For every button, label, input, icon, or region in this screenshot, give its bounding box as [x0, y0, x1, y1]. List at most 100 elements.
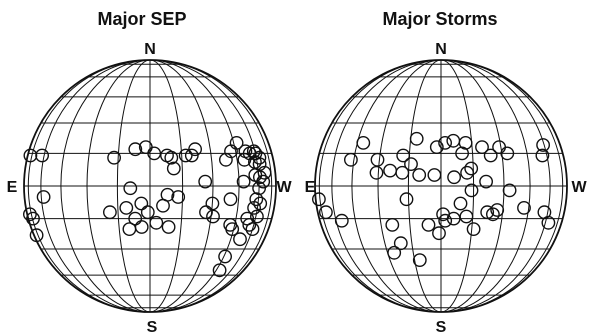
data-point: [399, 192, 414, 207]
data-point: [237, 152, 252, 167]
longitude-line: [440, 59, 551, 313]
data-point: [122, 222, 137, 237]
data-point: [502, 183, 517, 198]
data-point: [464, 183, 479, 198]
longitude-line: [331, 59, 442, 313]
data-point: [252, 150, 267, 165]
chart-title: Major Storms: [382, 9, 497, 29]
data-point: [483, 148, 498, 163]
data-point: [256, 174, 271, 189]
data-point: [395, 165, 410, 180]
data-point: [480, 205, 495, 220]
data-point: [500, 146, 515, 161]
data-point: [164, 150, 179, 165]
data-point: [490, 203, 505, 217]
data-point: [458, 135, 473, 150]
data-point: [149, 215, 164, 230]
north-label: N: [435, 41, 447, 58]
longitude-line: [86, 59, 151, 313]
data-point: [492, 140, 506, 155]
data-point: [218, 249, 233, 264]
data-point: [409, 131, 424, 146]
longitude-line: [407, 59, 442, 313]
data-point: [103, 205, 117, 220]
data-point: [123, 181, 138, 196]
panel-major-storms: Major Storms N S E W: [305, 9, 588, 335]
data-point: [229, 135, 244, 150]
data-point: [412, 168, 427, 182]
west-label: W: [571, 179, 587, 196]
data-point: [23, 148, 38, 163]
data-point: [178, 148, 193, 163]
data-point: [128, 142, 143, 157]
data-point: [311, 192, 326, 207]
data-point: [35, 148, 49, 163]
coordinate-grid: [314, 59, 568, 313]
south-label: S: [147, 319, 158, 335]
data-point: [432, 226, 446, 241]
longitude-line: [377, 59, 442, 313]
data-point: [233, 232, 247, 247]
data-point: [485, 207, 500, 222]
longitude-line: [440, 59, 564, 313]
data-point: [517, 200, 531, 215]
data-point: [26, 211, 40, 226]
data-point: [318, 205, 333, 220]
data-point: [147, 146, 162, 161]
coordinate-grid: [23, 59, 277, 313]
longitude-line: [40, 59, 151, 313]
data-point: [161, 220, 176, 234]
data-point: [369, 165, 384, 180]
longitude-line: [440, 59, 505, 313]
data-point: [466, 222, 481, 237]
longitude-line: [351, 59, 442, 313]
west-label: W: [276, 179, 292, 196]
data-point: [541, 215, 556, 230]
data-point: [393, 236, 408, 251]
data-point: [29, 228, 44, 243]
data-point: [199, 205, 213, 220]
data-point: [447, 170, 461, 185]
data-point: [370, 152, 385, 167]
data-point: [119, 200, 134, 215]
data-point: [206, 209, 220, 224]
data-point: [536, 138, 550, 152]
data-point: [223, 192, 238, 207]
longitude-line: [116, 59, 151, 313]
south-label: S: [436, 319, 447, 335]
longitude-line: [318, 59, 442, 313]
data-point: [205, 196, 220, 211]
data-point: [460, 165, 474, 180]
data-point: [427, 168, 442, 182]
data-point: [479, 174, 493, 189]
data-point: [464, 161, 479, 176]
longitude-line: [60, 59, 151, 313]
data-point: [356, 135, 371, 150]
data-points: [23, 135, 272, 278]
data-point: [236, 174, 251, 189]
data-point: [429, 140, 444, 155]
data-point: [225, 222, 240, 237]
data-point: [249, 209, 264, 224]
east-label: E: [7, 179, 18, 196]
data-point: [438, 135, 452, 150]
data-point: [385, 217, 400, 232]
data-point: [134, 220, 149, 234]
longitude-line: [149, 59, 273, 313]
data-point: [36, 190, 51, 204]
data-point: [23, 207, 37, 222]
data-points: [311, 131, 556, 268]
data-point: [240, 211, 255, 226]
data-point: [453, 196, 468, 211]
data-point: [383, 163, 397, 178]
data-point: [160, 187, 175, 202]
data-point: [396, 148, 411, 163]
data-point: [412, 253, 427, 268]
data-point: [252, 170, 267, 185]
data-point: [475, 140, 489, 155]
data-point: [404, 157, 418, 172]
panel-major-sep: Major SEP N S E W: [7, 9, 293, 335]
longitude-line: [149, 59, 214, 313]
data-point: [171, 190, 186, 204]
